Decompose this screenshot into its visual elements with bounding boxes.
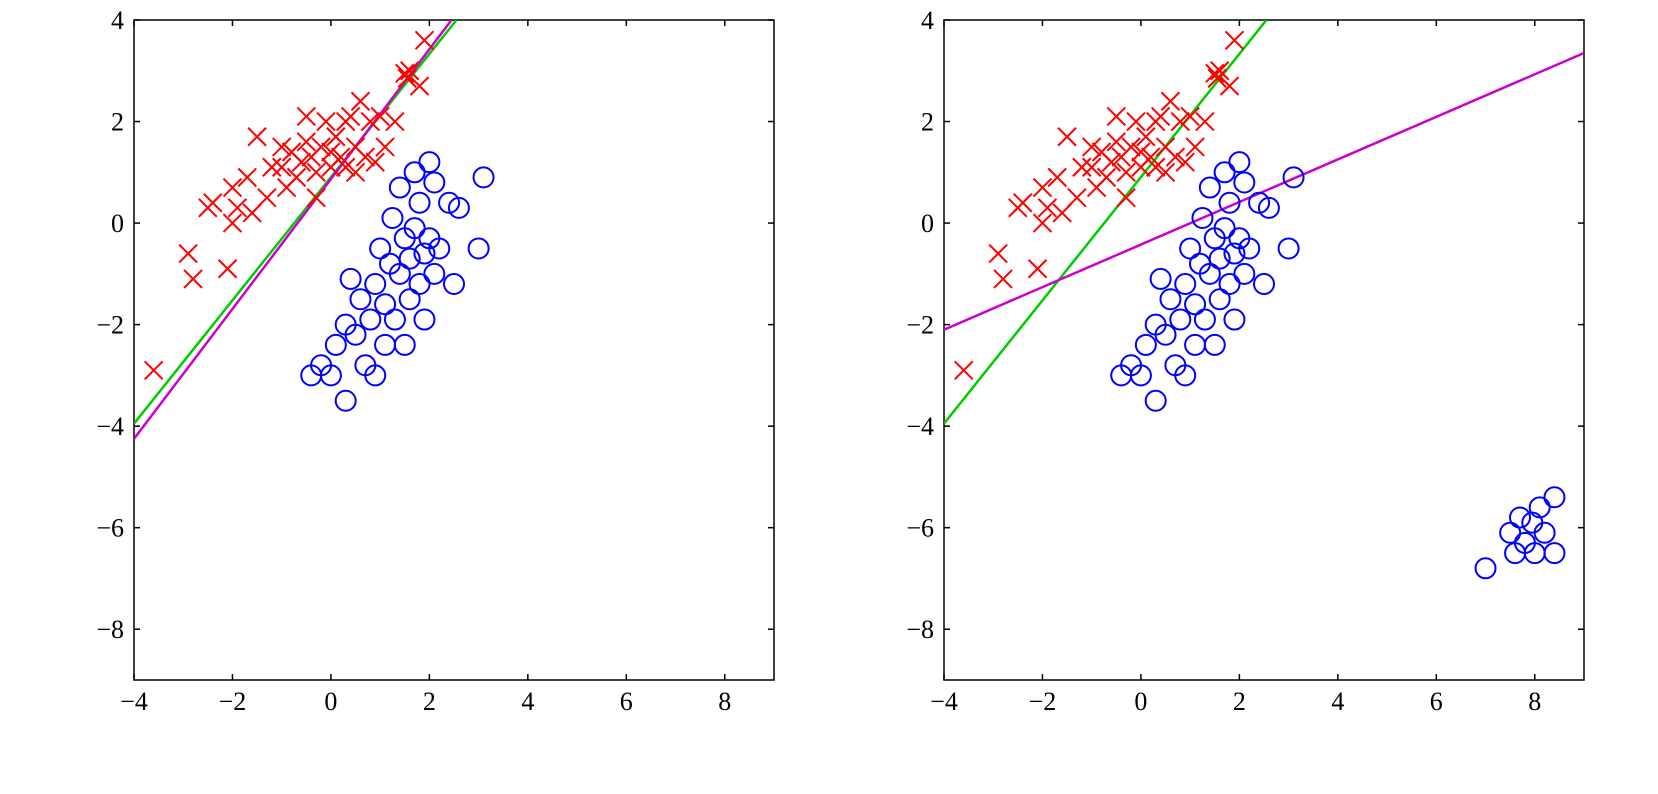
panel-right: −4 −2 0 2 4 6 8 −8 −6 −4 −2 0 2 4	[874, 10, 1594, 735]
circle-marker	[1146, 391, 1166, 411]
circle-marker	[1476, 558, 1496, 578]
y-tick-label: −4	[906, 412, 934, 441]
y-tick-label: 0	[921, 209, 934, 238]
circle-marker	[326, 335, 346, 355]
circle-marker	[1234, 172, 1254, 192]
y-tick-label: 2	[111, 108, 124, 137]
circle-marker	[444, 274, 464, 294]
circle-marker	[1175, 274, 1195, 294]
circle-marker	[1522, 513, 1542, 533]
circle-marker	[382, 208, 402, 228]
circle-marker	[1544, 543, 1564, 563]
figure-container: −4 −2 0 2 4 6 8 −8 −6 −4 −2 0 2 4 −4 −2 0 2 4 6 8 −8 −6 −4 −2 0 2…	[0, 0, 1658, 745]
circle-marker	[1229, 152, 1249, 172]
circle-marker	[1185, 335, 1205, 355]
circle-marker	[474, 167, 494, 187]
circle-marker	[1185, 294, 1205, 314]
circle-marker	[350, 289, 370, 309]
circle-marker	[414, 310, 434, 330]
circle-marker	[1279, 238, 1299, 258]
y-tick-label: 0	[111, 209, 124, 238]
circle-marker	[1510, 508, 1530, 528]
circle-marker	[1180, 238, 1200, 258]
circle-marker	[1224, 310, 1244, 330]
x-tick-label: 0	[1134, 687, 1147, 716]
circle-marker	[1535, 523, 1555, 543]
circle-marker	[1215, 162, 1235, 182]
y-tick-label: 2	[921, 108, 934, 137]
circle-marker	[370, 238, 390, 258]
x-tick-label: −2	[1029, 687, 1057, 716]
circle-marker	[410, 274, 430, 294]
circle-marker	[336, 391, 356, 411]
circle-marker	[1160, 289, 1180, 309]
circle-marker	[1254, 274, 1274, 294]
circle-marker	[1200, 178, 1220, 198]
plot-left: −4 −2 0 2 4 6 8 −8 −6 −4 −2 0 2 4	[64, 10, 784, 730]
circle-marker	[390, 178, 410, 198]
y-tick-label: −2	[96, 311, 124, 340]
y-tick-label: 4	[111, 10, 124, 35]
y-tick-label: 4	[921, 10, 934, 35]
circle-marker	[410, 193, 430, 213]
panel-left: −4 −2 0 2 4 6 8 −8 −6 −4 −2 0 2 4	[64, 10, 784, 735]
circle-marker	[400, 289, 420, 309]
circle-marker	[1500, 523, 1520, 543]
y-tick-label: −6	[96, 514, 124, 543]
circle-marker	[424, 172, 444, 192]
circle-marker	[365, 274, 385, 294]
circle-marker	[1205, 335, 1225, 355]
circle-marker	[1210, 289, 1230, 309]
circle-marker	[375, 335, 395, 355]
circle-marker	[341, 269, 361, 289]
x-tick-label: 2	[1233, 687, 1246, 716]
circle-marker	[1234, 264, 1254, 284]
circle-marker	[1136, 335, 1156, 355]
x-tick-label: 2	[423, 687, 436, 716]
circle-marker	[1530, 497, 1550, 517]
circle-marker	[1220, 274, 1240, 294]
circle-marker	[419, 152, 439, 172]
x-tick-label: −4	[120, 687, 148, 716]
y-tick-label: −8	[96, 615, 124, 644]
x-tick-label: 6	[1430, 687, 1443, 716]
y-tick-label: −4	[96, 412, 124, 441]
circle-marker	[375, 294, 395, 314]
x-tick-label: 6	[620, 687, 633, 716]
x-tick-label: 8	[1528, 687, 1541, 716]
x-tick-label: −4	[930, 687, 958, 716]
circle-marker	[1151, 269, 1171, 289]
x-tick-label: 4	[521, 687, 534, 716]
y-tick-label: −8	[906, 615, 934, 644]
circle-marker	[469, 238, 489, 258]
x-tick-label: 8	[718, 687, 731, 716]
circle-marker	[385, 310, 405, 330]
y-tick-label: −6	[906, 514, 934, 543]
circle-marker	[405, 162, 425, 182]
circle-marker	[1195, 310, 1215, 330]
circle-marker	[1170, 310, 1190, 330]
x-tick-label: 4	[1331, 687, 1344, 716]
circle-marker	[360, 310, 380, 330]
x-tick-label: 0	[324, 687, 337, 716]
circle-marker	[395, 335, 415, 355]
x-tick-label: −2	[219, 687, 247, 716]
plot-right: −4 −2 0 2 4 6 8 −8 −6 −4 −2 0 2 4	[874, 10, 1594, 730]
circle-marker	[1544, 487, 1564, 507]
circle-marker	[424, 264, 444, 284]
y-tick-label: −2	[906, 311, 934, 340]
